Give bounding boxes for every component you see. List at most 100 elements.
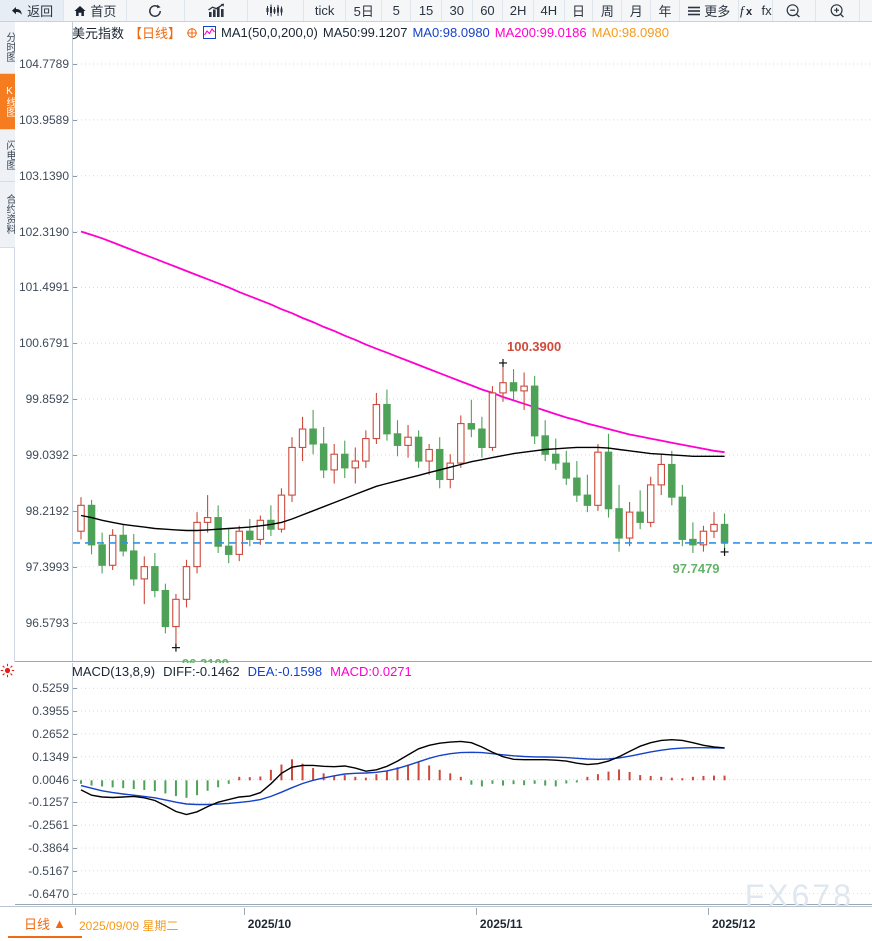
- sidebar-item-contract[interactable]: 合约资料: [0, 182, 15, 248]
- indicator-fx-button[interactable]: f x fx: [739, 0, 773, 21]
- x-axis-status-bar: 日线 ▲ 2025/09/09 星期二 2025/10 2025/11 2025/12: [0, 906, 872, 941]
- macd-legend: MACD(13,8,9) DIFF:-0.1462 DEA:-0.1598 MA…: [72, 664, 412, 679]
- more-button[interactable]: 更多: [680, 0, 739, 21]
- period-month-button-label: 月: [629, 4, 643, 19]
- macd-y-tick-label: 0.2652: [32, 726, 69, 741]
- magnifier-plus-icon: [829, 3, 846, 19]
- ma-params-label: MA1(50,0,200,0): [221, 25, 318, 40]
- macd-indicator-pane[interactable]: MACD(13,8,9) DIFF:-0.1462 DEA:-0.1598 MA…: [0, 663, 872, 905]
- back-button-label: 返回: [27, 4, 54, 19]
- bar-chart-button[interactable]: [185, 0, 248, 21]
- x-axis-tick: [243, 908, 245, 915]
- toolbar-spacer: [860, 0, 872, 21]
- macd-y-tick: [73, 802, 77, 804]
- indicator-fx-button-label: fx: [761, 3, 772, 18]
- svg-text:x: x: [746, 6, 753, 18]
- sidebar-item-timeshare[interactable]: 分时图: [0, 22, 15, 74]
- period-2h-button-label: 2H: [509, 3, 527, 18]
- x-axis-tick: [708, 908, 709, 915]
- macd-plot-area[interactable]: [73, 677, 872, 904]
- period-4h-button[interactable]: 4H: [534, 0, 565, 21]
- price-y-tick-label: 104.7789: [18, 57, 69, 71]
- x-axis-tick: [75, 908, 76, 915]
- period-15-button[interactable]: 15: [411, 0, 442, 21]
- tick-button-label: tick: [314, 3, 335, 18]
- candlestick-button[interactable]: [248, 0, 305, 21]
- sidebar-item-kline[interactable]: K线图: [0, 74, 15, 130]
- sidebar-item-kline-label: K线图: [4, 85, 15, 117]
- macd-y-tick-label: -0.1257: [28, 795, 69, 810]
- mini-chart-icon[interactable]: [203, 26, 217, 39]
- ma0-blue-value-label: MA0:98.0980: [412, 25, 490, 40]
- price-y-tick-label: 103.1390: [18, 168, 69, 183]
- period-60-button[interactable]: 60: [473, 0, 504, 21]
- indicator-settings-icon[interactable]: [0, 663, 15, 678]
- macd-diff-label: DIFF:-0.1462: [163, 664, 240, 679]
- tick-button[interactable]: tick: [304, 0, 347, 21]
- period-day-button[interactable]: 日: [565, 0, 594, 21]
- period-5d-button-label: 5日: [353, 4, 374, 19]
- macd-y-tick: [73, 779, 77, 781]
- macd-y-tick: [73, 711, 77, 713]
- macd-y-tick: [73, 756, 77, 758]
- svg-text:f: f: [740, 3, 746, 18]
- main-toolbar: 返回 首页 tick 5日 5 15 30 60 2H 4H 日周月年 更多 f x fx: [0, 0, 872, 22]
- hamburger-icon: [687, 5, 701, 17]
- sidebar-item-timeshare-label: 分时图: [4, 32, 15, 62]
- x-axis-tick-label: 2025/12: [712, 917, 756, 931]
- price-y-tick: [73, 287, 77, 289]
- period-year-button-label: 年: [658, 4, 672, 19]
- ma0-orange-value-label: MA0:98.0980: [591, 25, 669, 40]
- zoom-in-button[interactable]: [816, 0, 860, 21]
- price-plot-area[interactable]: [73, 36, 872, 661]
- x-axis-tick-label: 2025/09/09 星期二: [79, 919, 179, 933]
- macd-y-tick: [73, 733, 77, 735]
- period-4h-button-label: 4H: [540, 3, 558, 18]
- macd-dea-label: DEA:-0.1598: [247, 664, 323, 679]
- back-button[interactable]: 返回: [0, 0, 65, 21]
- period-year-button[interactable]: 年: [651, 0, 680, 21]
- period-week-button[interactable]: 周: [593, 0, 623, 21]
- period-5-button-label: 5: [392, 3, 400, 18]
- price-y-tick: [73, 343, 77, 345]
- period-30-button-label: 30: [449, 3, 464, 18]
- symbol-period: 【日线】: [129, 26, 182, 41]
- price-y-tick: [73, 622, 77, 624]
- macd-y-tick-label: 0.5259: [32, 681, 69, 696]
- period-5d-button[interactable]: 5日: [346, 0, 383, 21]
- price-chart-pane[interactable]: 美元指数 【日线】 MA1(50,0,200,0) MA50:99.1207 M…: [15, 22, 872, 671]
- back-arrow-icon: [10, 4, 24, 18]
- price-y-tick: [73, 510, 77, 512]
- candlestick-icon: [265, 3, 285, 18]
- x-axis-tick-label: 2025/10: [247, 917, 292, 931]
- price-y-tick: [73, 231, 77, 233]
- price-legend: 美元指数 【日线】 MA1(50,0,200,0) MA50:99.1207 M…: [72, 23, 669, 42]
- home-button[interactable]: 首页: [64, 0, 127, 21]
- period-30-button[interactable]: 30: [442, 0, 473, 21]
- period-tab-daily[interactable]: 日线 ▲: [8, 910, 82, 938]
- period-2h-button[interactable]: 2H: [503, 0, 534, 21]
- sidebar-item-lightning-label: 闪电图: [4, 140, 15, 170]
- last-price-annotation: 97.7479: [672, 560, 720, 576]
- period-5-button[interactable]: 5: [382, 0, 412, 21]
- period-week-button-label: 周: [600, 4, 614, 19]
- crosshair-icon[interactable]: [186, 27, 198, 39]
- symbol-name: 美元指数: [72, 26, 125, 41]
- refresh-button[interactable]: [127, 0, 186, 21]
- price-y-tick-label: 100.6791: [18, 336, 69, 351]
- macd-y-tick: [73, 688, 77, 690]
- macd-title-label: MACD(13,8,9): [72, 664, 156, 679]
- macd-y-tick-label: 0.1349: [32, 749, 69, 764]
- zoom-out-button[interactable]: [773, 0, 817, 21]
- period-month-button[interactable]: 月: [622, 0, 652, 21]
- macd-y-tick-label: -0.2561: [28, 818, 69, 833]
- price-y-tick: [73, 454, 77, 456]
- macd-axis-divider: [72, 663, 73, 904]
- left-sidebar: 分时图 K线图闪电图合约资料: [0, 22, 15, 662]
- sidebar-item-lightning[interactable]: 闪电图: [0, 130, 15, 182]
- x-axis-tick-label: 2025/11: [479, 917, 523, 931]
- price-y-tick: [73, 64, 77, 65]
- macd-y-tick: [73, 893, 77, 895]
- macd-y-tick-label: 0.0046: [32, 772, 69, 787]
